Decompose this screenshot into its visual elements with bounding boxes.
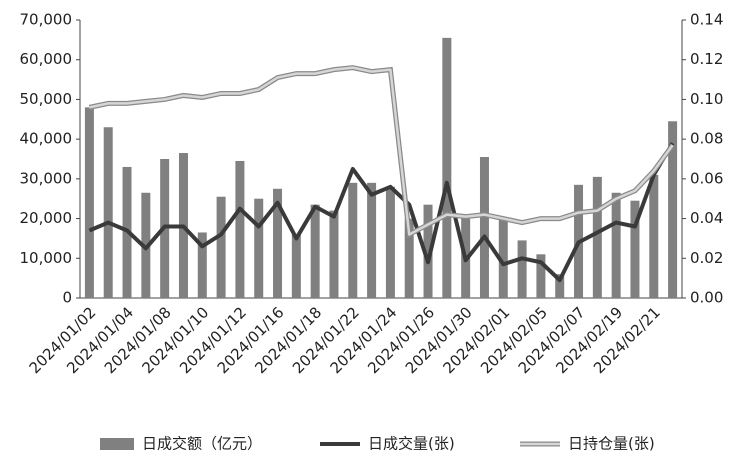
y-tick-label: 0 xyxy=(62,289,72,307)
bar xyxy=(254,198,264,298)
bar xyxy=(273,188,283,298)
y-tick-label: 60,000 xyxy=(20,50,73,68)
y2-tick-label: 0.04 xyxy=(690,209,723,227)
bar xyxy=(442,37,452,298)
bar xyxy=(592,176,602,298)
y-tick-label: 40,000 xyxy=(20,130,73,148)
bar xyxy=(216,196,226,298)
legend-label: 日成交量(张) xyxy=(368,435,455,453)
bar xyxy=(498,218,508,298)
legend-label: 日持仓量(张) xyxy=(568,435,655,453)
bar xyxy=(649,174,659,298)
y-tick-label: 20,000 xyxy=(20,209,73,227)
bar xyxy=(555,274,565,298)
y2-tick-label: 0.10 xyxy=(690,90,723,108)
bar xyxy=(84,107,94,298)
y-tick-label: 10,000 xyxy=(20,249,73,267)
y2-tick-label: 0.14 xyxy=(690,11,723,29)
bar xyxy=(367,182,377,298)
y2-tick-label: 0.12 xyxy=(690,50,723,68)
legend-swatch xyxy=(100,438,134,450)
bar xyxy=(291,234,301,298)
bar xyxy=(423,204,433,298)
y-tick-label: 30,000 xyxy=(20,169,73,187)
y2-tick-label: 0.06 xyxy=(690,169,723,187)
bar xyxy=(235,160,245,298)
line-outline xyxy=(88,65,675,239)
line xyxy=(89,66,674,236)
bar xyxy=(197,232,207,298)
bar xyxy=(385,186,395,298)
bar xyxy=(310,204,320,298)
y-tick-label: 70,000 xyxy=(20,11,73,29)
bar xyxy=(103,127,113,298)
bar xyxy=(479,157,489,298)
bar xyxy=(348,182,358,298)
y2-tick-label: 0.08 xyxy=(690,130,723,148)
legend-label: 日成交额（亿元） xyxy=(142,435,262,453)
bar xyxy=(536,254,546,298)
bar xyxy=(668,121,678,299)
line xyxy=(88,142,675,283)
bar xyxy=(517,240,527,298)
y2-tick-label: 0.02 xyxy=(690,249,723,267)
bar xyxy=(630,200,640,298)
bar xyxy=(611,192,621,298)
y2-tick-label: 0.00 xyxy=(690,289,723,307)
bar xyxy=(404,218,414,298)
bar xyxy=(329,210,339,298)
y-tick-label: 50,000 xyxy=(20,90,73,108)
